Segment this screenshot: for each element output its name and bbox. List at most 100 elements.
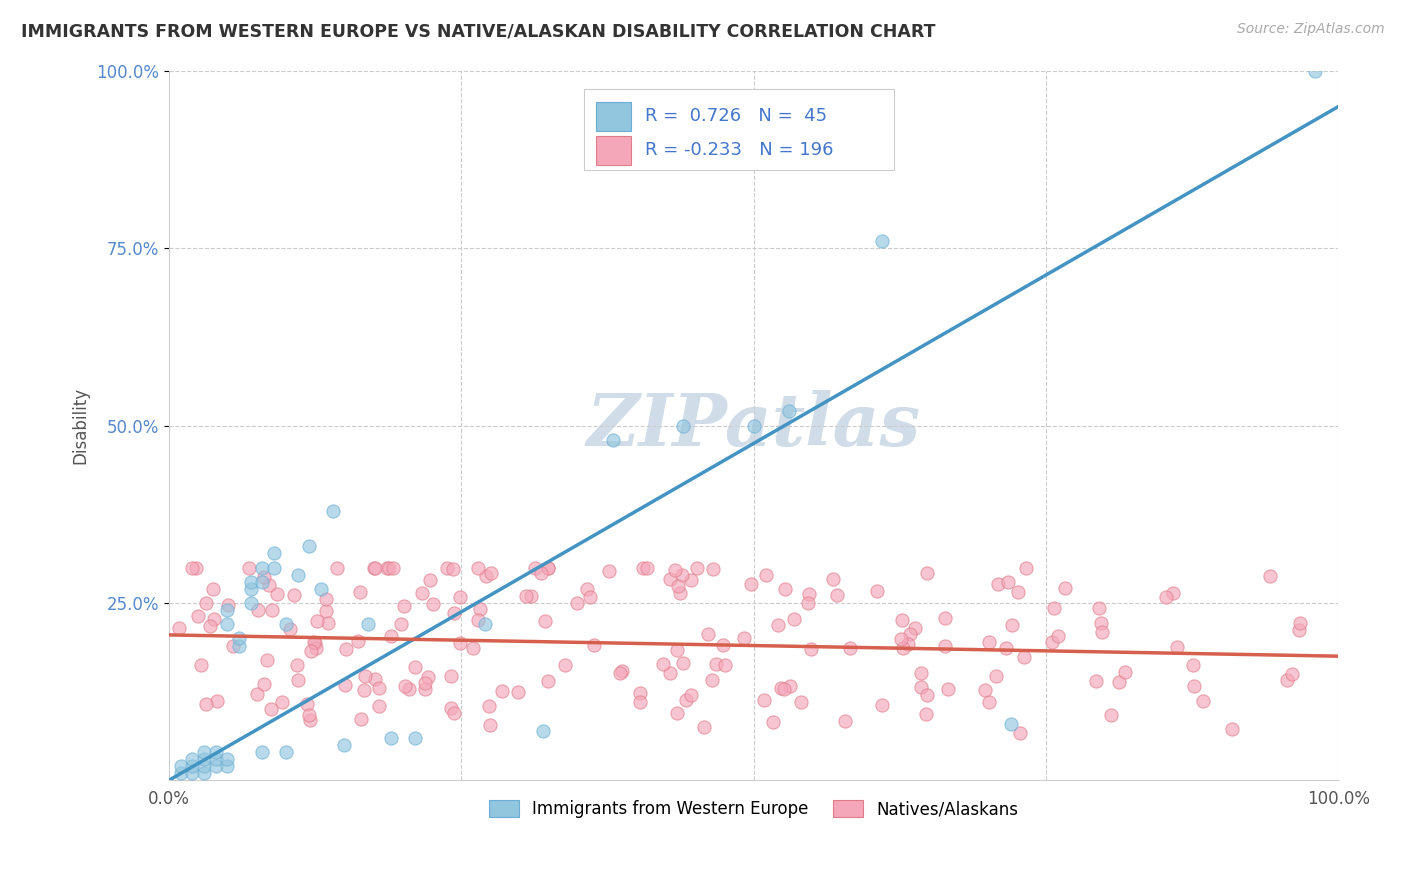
Point <box>700 673 723 687</box>
Point <box>714 657 737 672</box>
Point <box>228 639 250 653</box>
Point <box>198 619 221 633</box>
Point <box>195 697 218 711</box>
Point <box>754 693 776 707</box>
Point <box>299 644 322 658</box>
Point <box>1161 586 1184 600</box>
Point <box>821 572 844 586</box>
Point <box>181 759 204 773</box>
Point <box>252 560 274 574</box>
Point <box>1277 673 1299 688</box>
Point <box>333 738 356 752</box>
Point <box>270 695 292 709</box>
Point <box>702 561 724 575</box>
Point <box>180 560 202 574</box>
Point <box>287 673 309 688</box>
Point <box>1084 673 1107 688</box>
Point <box>534 614 557 628</box>
Point <box>474 617 496 632</box>
Point <box>659 573 682 587</box>
Point <box>419 574 441 588</box>
Point <box>671 568 693 582</box>
Point <box>692 720 714 734</box>
Point <box>322 504 344 518</box>
Point <box>778 404 800 418</box>
Point <box>1012 650 1035 665</box>
Point <box>222 639 245 653</box>
Point <box>380 731 402 745</box>
Point <box>1191 694 1213 708</box>
Text: Source: ZipAtlas.com: Source: ZipAtlas.com <box>1237 22 1385 37</box>
Point <box>193 745 215 759</box>
Point <box>1090 616 1112 631</box>
Point <box>711 638 734 652</box>
Point <box>554 657 576 672</box>
Point <box>443 706 465 721</box>
Point <box>761 714 783 729</box>
Point <box>491 684 513 698</box>
Point <box>1288 623 1310 637</box>
Point <box>184 560 207 574</box>
Point <box>1099 708 1122 723</box>
Point <box>769 681 792 696</box>
Point <box>679 688 702 702</box>
Point <box>204 752 226 766</box>
Point <box>474 569 496 583</box>
Point <box>298 713 321 727</box>
Point <box>659 666 682 681</box>
Point <box>890 614 912 628</box>
Point <box>363 560 385 574</box>
Point <box>217 617 239 632</box>
Point <box>378 560 401 574</box>
Point <box>1281 666 1303 681</box>
Point <box>440 669 463 683</box>
Point <box>375 560 398 574</box>
Point <box>779 679 801 693</box>
Point <box>740 577 762 591</box>
Point <box>915 689 938 703</box>
Point <box>392 599 415 613</box>
Point <box>239 596 262 610</box>
Point <box>987 577 1010 591</box>
Point <box>316 615 339 630</box>
Point <box>274 617 297 632</box>
Point <box>609 666 631 681</box>
Point <box>685 560 707 574</box>
Point <box>380 629 402 643</box>
Point <box>193 752 215 766</box>
Point <box>834 714 856 729</box>
Text: R =  0.726   N =  45: R = 0.726 N = 45 <box>645 107 827 125</box>
Point <box>1008 725 1031 739</box>
Point <box>915 566 938 581</box>
Point <box>782 612 804 626</box>
Point <box>537 560 560 574</box>
Point <box>302 634 325 648</box>
Point <box>520 590 543 604</box>
Point <box>582 638 605 652</box>
Point <box>461 641 484 656</box>
Point <box>347 633 370 648</box>
Point <box>263 560 285 574</box>
Point <box>315 592 337 607</box>
Point <box>181 752 204 766</box>
Point <box>194 596 217 610</box>
Point <box>938 681 960 696</box>
Point <box>169 621 191 635</box>
Point <box>994 640 1017 655</box>
Point <box>238 560 260 574</box>
Point <box>478 718 501 732</box>
Point <box>217 752 239 766</box>
Point <box>353 683 375 698</box>
Point <box>467 560 489 574</box>
Point <box>353 669 375 683</box>
Point <box>602 433 624 447</box>
Point <box>531 723 554 738</box>
Point <box>1303 64 1326 78</box>
Point <box>598 564 620 578</box>
Point <box>799 587 821 601</box>
Point <box>1088 601 1111 615</box>
Point <box>398 682 420 697</box>
Bar <box>596 136 631 165</box>
Point <box>449 590 471 604</box>
Point <box>1007 584 1029 599</box>
